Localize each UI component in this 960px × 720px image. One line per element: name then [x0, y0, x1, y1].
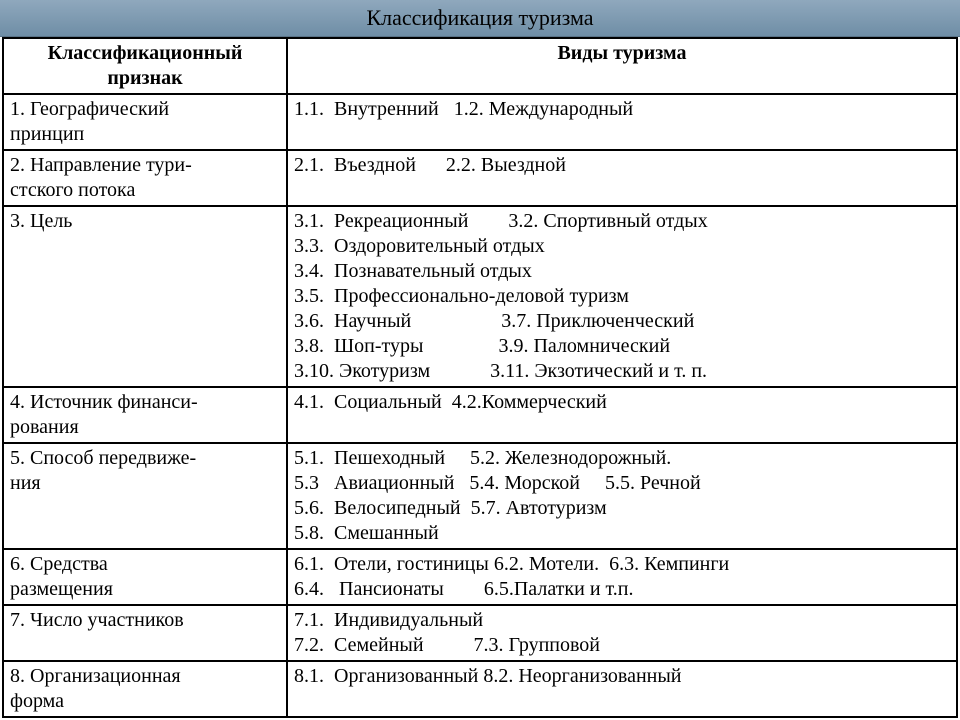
cell-types: 8.1. Организованный 8.2. Неорганизованны…: [287, 661, 957, 717]
cell-attribute: 6. Средства размещения: [3, 549, 287, 605]
cell-attribute: 8. Организационная форма: [3, 661, 287, 717]
table-row: 6. Средства размещения 6.1. Отели, гости…: [3, 549, 957, 605]
table-row: 1. Географический принцип 1.1. Внутренни…: [3, 94, 957, 150]
cell-attribute: 7. Число участников: [3, 605, 287, 661]
cell-attribute: 1. Географический принцип: [3, 94, 287, 150]
cell-types: 6.1. Отели, гостиницы 6.2. Мотели. 6.3. …: [287, 549, 957, 605]
cell-attribute: 5. Способ передвиже- ния: [3, 443, 287, 549]
title-bar: Классификация туризма: [0, 0, 960, 37]
table-row: 4. Источник финанси- рования 4.1. Социал…: [3, 387, 957, 443]
page-title: Классификация туризма: [366, 5, 593, 31]
cell-attribute: 3. Цель: [3, 206, 287, 387]
col-header-attribute: Классификационный признак: [3, 38, 287, 94]
table-row: 5. Способ передвиже- ния 5.1. Пешеходный…: [3, 443, 957, 549]
cell-types: 5.1. Пешеходный 5.2. Железнодорожный. 5.…: [287, 443, 957, 549]
table-row: 7. Число участников 7.1. Индивидуальный …: [3, 605, 957, 661]
cell-attribute: 4. Источник финанси- рования: [3, 387, 287, 443]
cell-attribute: 2. Направление тури- стского потока: [3, 150, 287, 206]
table-header-row: Классификационный признак Виды туризма: [3, 38, 957, 94]
cell-types: 2.1. Въездной 2.2. Выездной: [287, 150, 957, 206]
classification-table: Классификационный признак Виды туризма 1…: [2, 37, 958, 718]
table-row: 3. Цель 3.1. Рекреационный 3.2. Спортивн…: [3, 206, 957, 387]
table-row: 8. Организационная форма 8.1. Организова…: [3, 661, 957, 717]
cell-types: 4.1. Социальный 4.2.Коммерческий: [287, 387, 957, 443]
cell-types: 3.1. Рекреационный 3.2. Спортивный отдых…: [287, 206, 957, 387]
cell-types: 7.1. Индивидуальный 7.2. Семейный 7.3. Г…: [287, 605, 957, 661]
cell-types: 1.1. Внутренний 1.2. Международный: [287, 94, 957, 150]
col-header-types: Виды туризма: [287, 38, 957, 94]
table-body: 1. Географический принцип 1.1. Внутренни…: [3, 94, 957, 717]
table-row: 2. Направление тури- стского потока 2.1.…: [3, 150, 957, 206]
